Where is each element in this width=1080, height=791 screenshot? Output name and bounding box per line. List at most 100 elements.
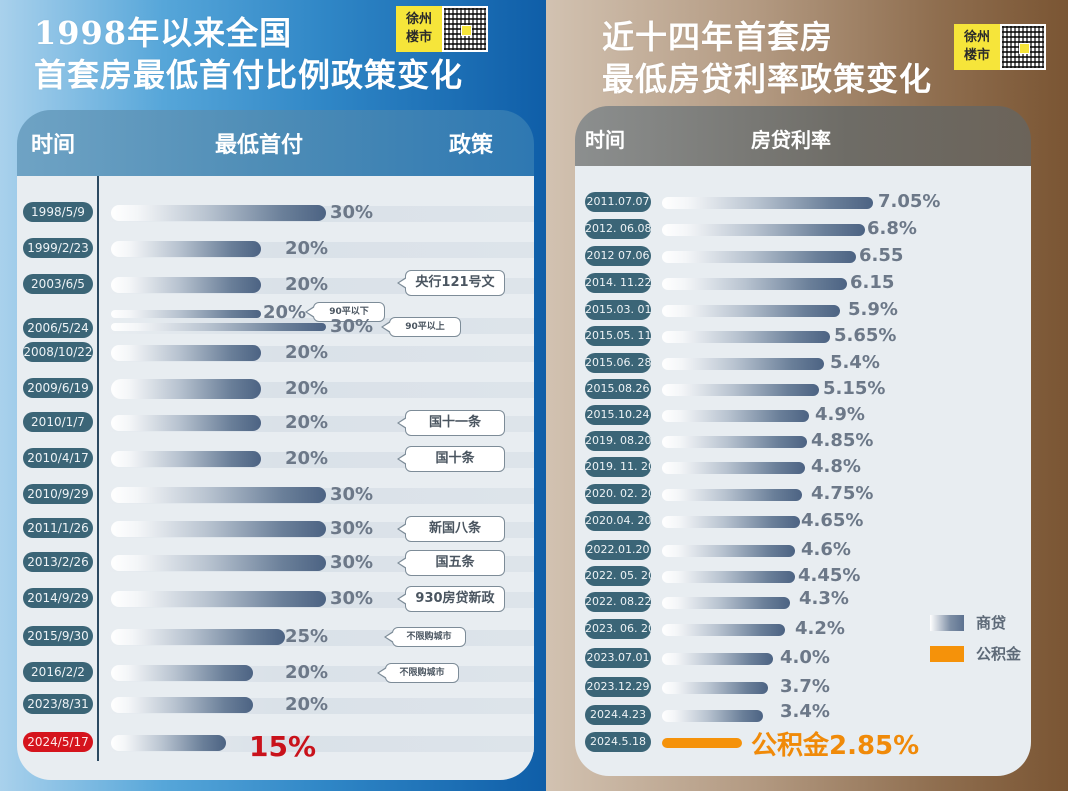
value-label: 5.9% [848, 299, 898, 320]
bar [111, 415, 261, 431]
date-pill: 2015.10.24 [585, 405, 651, 425]
qr-code-icon [1000, 24, 1046, 70]
bar-large-units [111, 323, 326, 331]
bar [111, 735, 226, 751]
header-policy: 政策 [449, 127, 498, 165]
bar [111, 521, 326, 537]
chart-row: 2022. 05. 20 4.45% [575, 565, 1031, 590]
chart-row: 2019. 11. 20 4.8% [575, 456, 1031, 481]
bar [111, 241, 261, 257]
value-label: 7.05% [878, 191, 941, 212]
date-pill: 1999/2/23 [23, 238, 93, 258]
chart-row: 2010/9/29 30% [17, 484, 534, 508]
chart-row: 1999/2/23 20% [17, 238, 534, 262]
date-pill: 2011.07.07 [585, 192, 651, 212]
value-label: 4.0% [780, 647, 830, 668]
value-label: 4.85% [811, 430, 874, 451]
date-pill: 2006/5/24 [23, 318, 93, 338]
mortgage-rate-title: 近十四年首套房 最低房贷利率政策变化 [602, 16, 932, 100]
date-pill: 2024.4.23 [585, 705, 651, 725]
brand-logo: 徐州 楼市 [396, 6, 488, 52]
qr-code-icon [442, 6, 488, 52]
chart-row: 2023. 06. 20 4.2% [575, 618, 1031, 643]
chart-row: 2015.10.24 4.9% [575, 404, 1031, 429]
timeline-axis [97, 176, 99, 761]
header-down-payment: 最低首付 [215, 127, 308, 165]
date-pill: 2023/8/31 [23, 694, 93, 714]
bar [111, 379, 261, 399]
chart-row: 2012. 06.08 6.8% [575, 218, 1031, 243]
value-label: 4.9% [815, 404, 865, 425]
bar [111, 451, 261, 467]
header-time: 时间 [585, 124, 629, 159]
value-label: 5.65% [834, 325, 897, 346]
value-label: 20% [285, 274, 329, 295]
policy-bubble: 不限购城市 [377, 663, 459, 683]
date-pill: 2009/6/19 [23, 378, 93, 398]
value-label: 5.4% [830, 352, 880, 373]
bar [111, 665, 253, 681]
value-label: 4.45% [798, 565, 861, 586]
value-label: 30% [330, 518, 374, 539]
policy-bubble: 90平以上 [381, 317, 461, 337]
bar [111, 591, 326, 607]
chart-row: 2009/6/19 20% [17, 378, 534, 402]
chart-row: 2019. 08.20 4.85% [575, 430, 1031, 455]
date-pill: 2015.06. 28 [585, 353, 651, 373]
value-label: 30% [330, 552, 374, 573]
legend-item-housing-fund: 公积金 [930, 643, 1021, 664]
date-pill: 2022. 05. 20 [585, 566, 651, 586]
value-label: 4.8% [811, 456, 861, 477]
policy-bubble: 国五条 [397, 550, 505, 576]
chart-row: 2014. 11.22 6.15 [575, 272, 1031, 297]
bar [662, 571, 795, 583]
bar [662, 653, 773, 665]
table-header: 时间 最低首付 政策 [17, 110, 534, 176]
bar [662, 489, 802, 501]
chart-row: 2010/1/7 20% 国十一条 [17, 410, 534, 436]
date-pill: 2019. 08.20 [585, 431, 651, 451]
chart-row: 2020.04. 20 4.65% [575, 510, 1031, 535]
value-label: 3.4% [780, 701, 830, 722]
bar [662, 516, 800, 528]
header-time: 时间 [31, 127, 80, 165]
chart-row: 2015.06. 28 5.4% [575, 352, 1031, 377]
bar [662, 358, 824, 370]
value-label: 20% [285, 412, 329, 433]
date-pill: 2022. 08.22 [585, 592, 651, 612]
date-pill: 2010/1/7 [23, 412, 93, 432]
bar [111, 555, 326, 571]
legend-swatch-orange [930, 645, 964, 662]
date-pill: 2023. 06. 20 [585, 619, 651, 639]
policy-bubble: 930房贷新政 [397, 586, 505, 612]
date-pill: 2020. 02. 20 [585, 484, 651, 504]
value-label: 20% [285, 448, 329, 469]
date-pill: 2024.5.18 [585, 732, 651, 752]
chart-row: 2003/6/5 20% 央行121号文 [17, 270, 534, 298]
chart-row: 2023/8/31 20% [17, 694, 534, 718]
chart-row: 2008/10/22 20% [17, 342, 534, 366]
bar [111, 629, 285, 645]
down-payment-title: 1998年以来全国 首套房最低首付比例政策变化 [34, 12, 463, 96]
value-label: 30% [330, 316, 374, 337]
chart-row: 2015.03. 01 5.9% [575, 299, 1031, 324]
bar-housing-fund [662, 738, 742, 748]
value-label: 30% [330, 202, 374, 223]
chart-row: 2010/4/17 20% 国十条 [17, 446, 534, 472]
chart-row: 2013/2/26 30% 国五条 [17, 550, 534, 576]
value-label-highlight: 15% [249, 730, 317, 763]
value-label: 4.3% [799, 588, 849, 609]
mortgage-rate-panel: 近十四年首套房 最低房贷利率政策变化 徐州 楼市 时间 房贷利率 2011.07… [546, 0, 1068, 791]
bar [662, 331, 830, 343]
date-pill: 2014. 11.22 [585, 273, 651, 293]
bar [662, 597, 790, 609]
bar [662, 462, 805, 474]
bar [111, 697, 253, 713]
date-pill: 2010/9/29 [23, 484, 93, 504]
table-header: 时间 房贷利率 [575, 106, 1031, 166]
date-pill: 2016/2/2 [23, 662, 93, 682]
chart-row: 2022.01.20 4.6% [575, 539, 1031, 564]
header-rate: 房贷利率 [751, 124, 835, 159]
bar [662, 436, 807, 448]
bar [662, 251, 856, 263]
